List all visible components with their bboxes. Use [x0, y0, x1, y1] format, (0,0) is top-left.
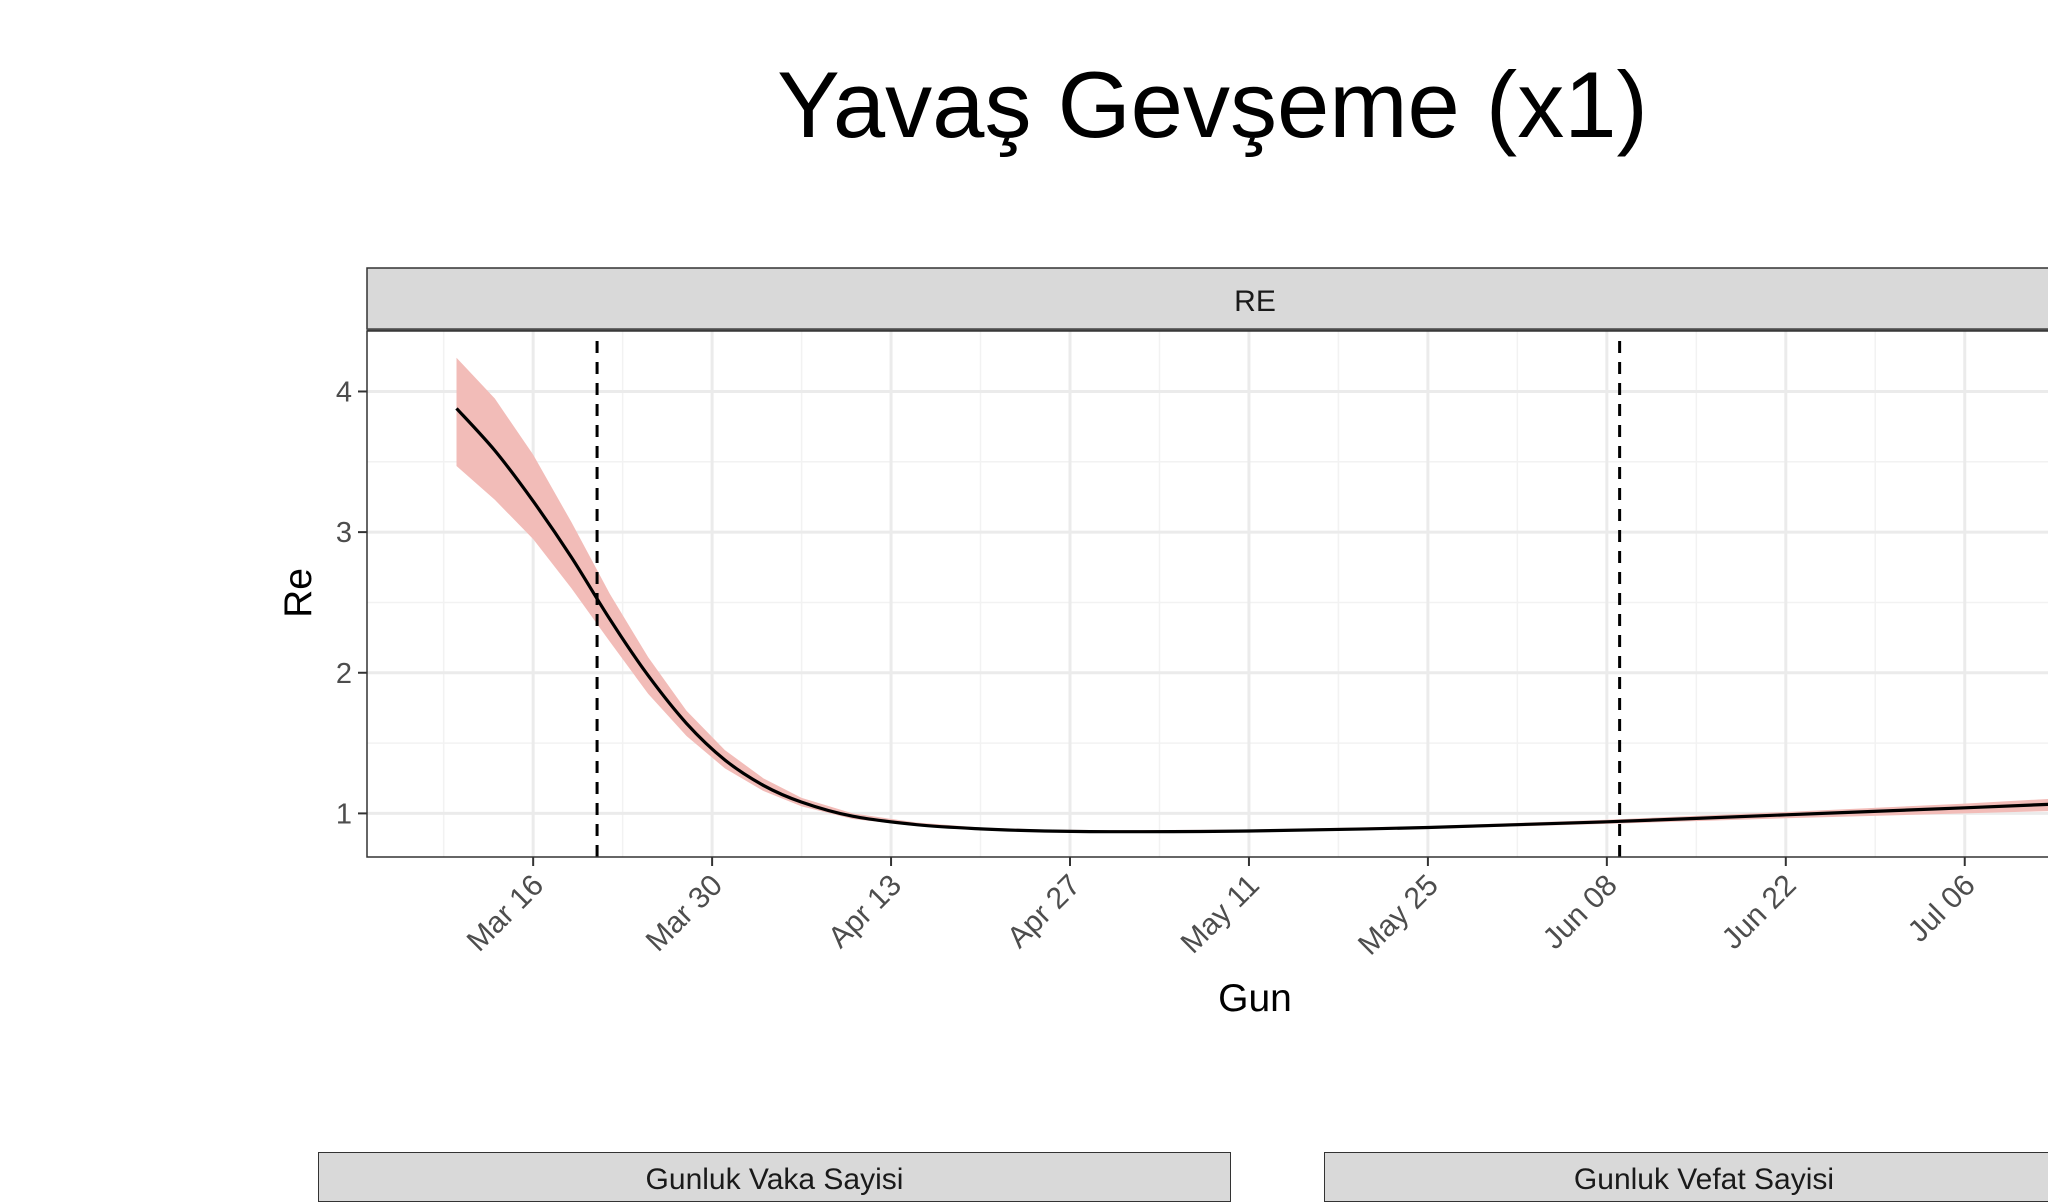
- x-tick-label: Mar 16: [461, 869, 550, 958]
- x-axis: Mar 16 Mar 30 Apr 13 Apr 27 May 11 May 25 Jun …: [461, 857, 1982, 962]
- y-tick-label: 2: [336, 658, 352, 690]
- plot-panel: [367, 331, 2048, 857]
- x-tick-label: May 11: [1175, 869, 1266, 960]
- y-tick-label: 1: [336, 798, 352, 830]
- y-tick-label: 3: [336, 517, 352, 549]
- x-tick-label: Apr 27: [1001, 869, 1087, 955]
- x-tick-label: Apr 13: [822, 869, 908, 955]
- y-axis: 1 2 3 4: [336, 376, 367, 830]
- x-tick-label: Jun 22: [1716, 869, 1803, 956]
- x-tick-label: Jun 08: [1537, 869, 1624, 956]
- y-tick-label: 4: [336, 376, 352, 408]
- panel-header-cases: Gunluk Vaka Sayisi: [318, 1152, 1231, 1202]
- x-tick-label: Mar 30: [640, 869, 729, 958]
- y-axis-title: Re: [277, 568, 320, 618]
- x-tick-label: May 25: [1352, 869, 1445, 962]
- strip-background: [367, 268, 2048, 329]
- strip-label: RE: [1234, 285, 1276, 318]
- x-tick-label: Jul 06: [1902, 869, 1982, 949]
- panel-header-deaths: Gunluk Vefat Sayisi: [1324, 1152, 2048, 1202]
- x-axis-title: Gun: [1218, 977, 1292, 1020]
